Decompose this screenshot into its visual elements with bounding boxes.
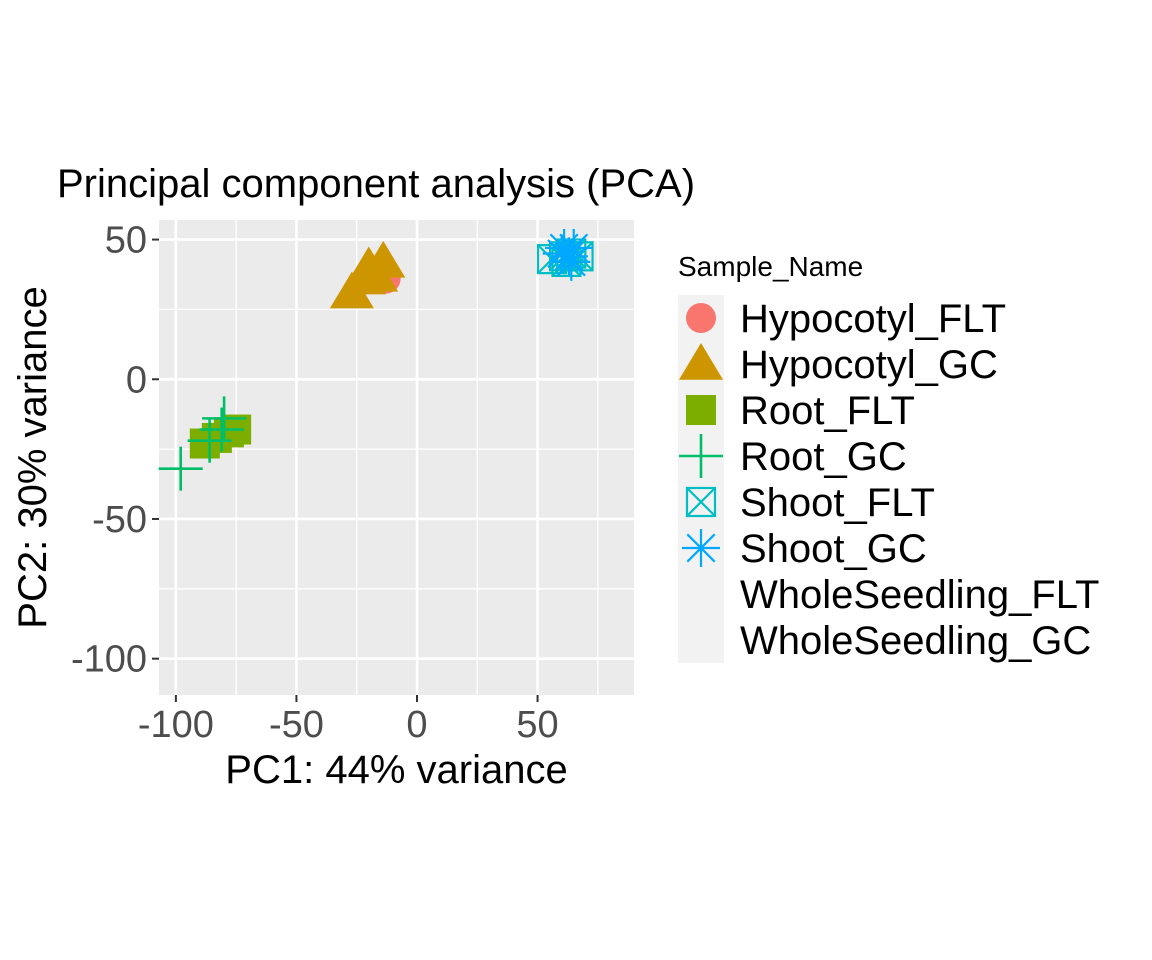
legend-item-root-gc: Root_GC <box>679 434 907 479</box>
y-tick-label: 50 <box>105 220 147 262</box>
point-root-gc <box>202 396 247 441</box>
chart-title: Principal component analysis (PCA) <box>57 162 695 206</box>
legend-label: Shoot_FLT <box>740 481 935 525</box>
legend: Sample_Name Hypocotyl_FLTHypocotyl_GCRoo… <box>678 251 1099 663</box>
legend-item-shoot-flt: Shoot_FLT <box>685 481 935 525</box>
legend-key-root-flt <box>686 395 716 425</box>
point-root-gc <box>199 407 244 452</box>
legend-key-root-gc <box>679 434 723 478</box>
legend-label: Hypocotyl_GC <box>740 343 998 387</box>
legend-key-hypocotyl-gc <box>678 343 724 380</box>
legend-key-shoot-flt <box>685 486 717 518</box>
plot-panel <box>159 220 634 695</box>
y-tick-label: -100 <box>71 639 147 681</box>
y-tick-label: 0 <box>126 359 147 401</box>
y-axis: -100 -50 0 50 <box>71 220 159 681</box>
legend-label: Root_GC <box>740 435 907 479</box>
point-root-gc <box>187 418 232 463</box>
legend-item-hypocotyl-gc: Hypocotyl_GC <box>678 343 998 387</box>
x-axis-title: PC1: 44% variance <box>225 748 567 792</box>
legend-key-shoot-gc <box>682 529 720 567</box>
legend-item-root-flt: Root_FLT <box>686 389 915 433</box>
major-gridlines <box>159 220 634 695</box>
x-tick-label: -100 <box>138 704 214 746</box>
legend-label: WholeSeedling_FLT <box>740 573 1099 617</box>
point-hypocotyl-gc <box>346 246 391 284</box>
legend-key-hypocotyl-flt <box>686 303 716 333</box>
legend-item-shoot-gc: Shoot_GC <box>682 527 927 571</box>
legend-label: WholeSeedling_GC <box>740 619 1091 663</box>
point-shoot-gc <box>542 234 581 273</box>
x-tick-label: -50 <box>269 704 324 746</box>
data-points <box>158 228 594 491</box>
legend-item-hypocotyl-flt: Hypocotyl_FLT <box>686 297 1006 341</box>
y-tick-label: -50 <box>92 499 147 541</box>
legend-label: Shoot_GC <box>740 527 927 571</box>
x-tick-label: 50 <box>516 704 558 746</box>
x-tick-label: 0 <box>406 704 427 746</box>
point-root-gc <box>158 446 203 491</box>
y-axis-title: PC2: 30% variance <box>11 286 55 628</box>
legend-label: Root_FLT <box>740 389 915 433</box>
legend-label: Hypocotyl_FLT <box>740 297 1006 341</box>
legend-item-wholeseedling-flt: WholeSeedling_FLT <box>740 573 1099 617</box>
x-axis: -100 -50 0 50 <box>138 695 559 746</box>
legend-item-wholeseedling-gc: WholeSeedling_GC <box>740 619 1091 663</box>
legend-title: Sample_Name <box>678 251 863 282</box>
